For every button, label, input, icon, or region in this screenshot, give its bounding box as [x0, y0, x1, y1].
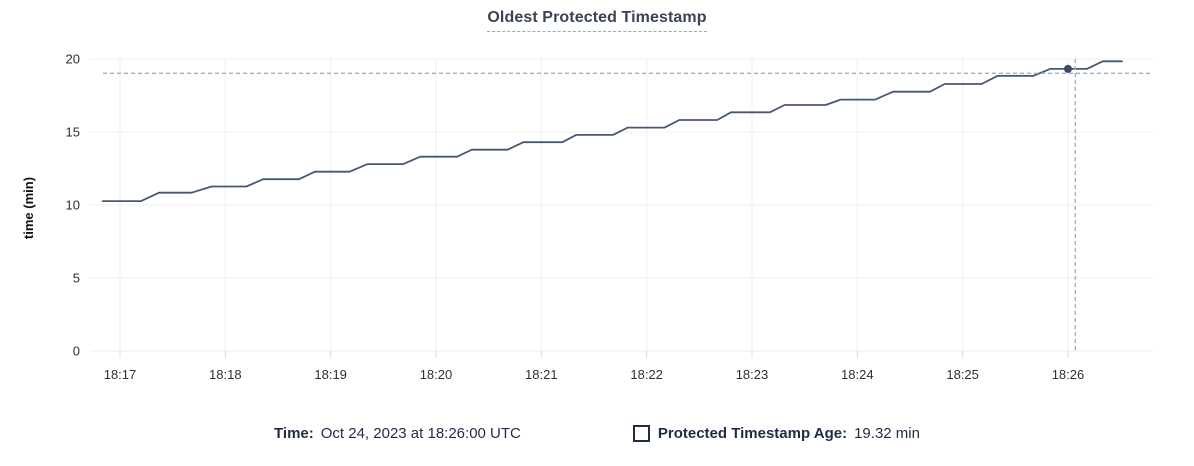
x-tick-label: 18:26: [1052, 367, 1085, 382]
x-tick-label: 18:21: [525, 367, 558, 382]
series-layer: [102, 60, 1123, 202]
y-tick-label: 10: [66, 198, 80, 213]
chart-legend: Time: Oct 24, 2023 at 18:26:00 UTC Prote…: [0, 421, 1194, 445]
x-tick-label: 18:25: [946, 367, 979, 382]
y-tick-label: 15: [66, 125, 80, 140]
series-line: [102, 60, 1123, 202]
x-tick-label: 18:19: [314, 367, 347, 382]
x-tick-label: 18:17: [104, 367, 137, 382]
x-tick-label: 18:18: [209, 367, 242, 382]
chart-header: Oldest Protected Timestamp: [0, 9, 1194, 32]
legend-series-value: 19.32 min: [854, 424, 920, 442]
legend-series-label: Protected Timestamp Age:: [657, 424, 848, 442]
grid-layer: [90, 58, 1153, 358]
tick-layer: 0 5 10 15 20 18:17 18:18 18:19 18:20 18:21 18:22 18…: [66, 52, 1085, 383]
chart-plot-area[interactable]: 0 5 10 15 20 18:17 18:18 18:19 18:20 18:21 18:22 18…: [0, 0, 1194, 400]
chart-title[interactable]: Oldest Protected Timestamp: [487, 9, 707, 32]
x-tick-label: 18:22: [630, 367, 663, 382]
x-tick-label: 18:23: [736, 367, 769, 382]
hover-point-dot: [1063, 64, 1072, 73]
y-tick-label: 0: [73, 344, 80, 359]
y-tick-label: 5: [73, 271, 80, 286]
legend-time-value: Oct 24, 2023 at 18:26:00 UTC: [320, 424, 521, 442]
series-toggle-checkbox[interactable]: [632, 424, 650, 442]
x-tick-label: 18:20: [420, 367, 453, 382]
legend-time-label: Time:: [274, 424, 314, 442]
y-axis-title: time (min): [21, 177, 36, 239]
crosshair-layer: [103, 59, 1153, 351]
x-tick-label: 18:24: [841, 367, 874, 382]
y-tick-label: 20: [66, 52, 80, 67]
